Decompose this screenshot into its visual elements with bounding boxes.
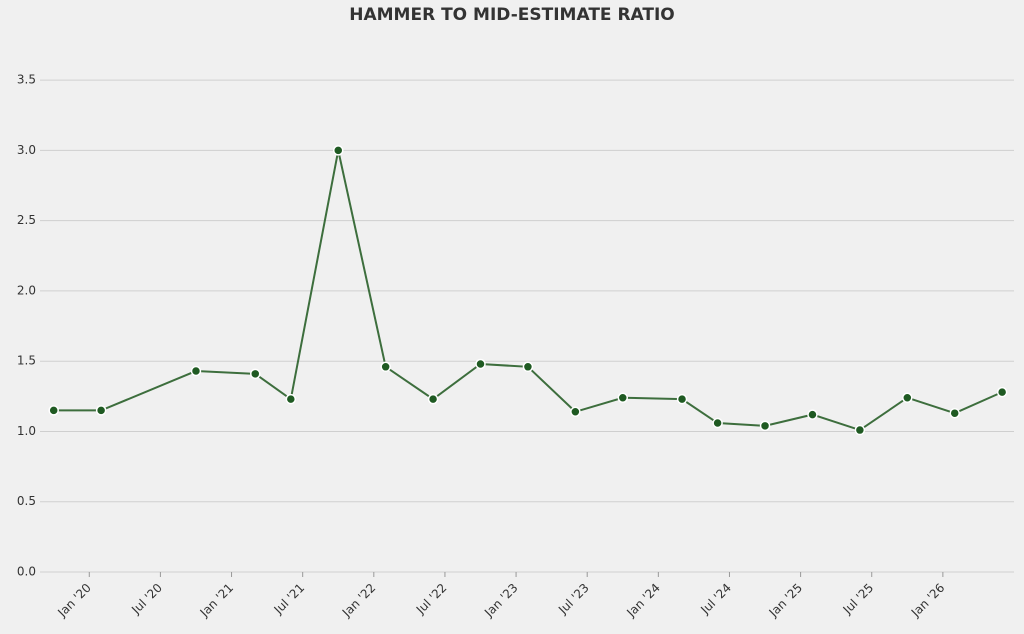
data-point: [427, 393, 439, 405]
chart-title: HAMMER TO MID-ESTIMATE RATIO: [349, 5, 675, 25]
data-point: [250, 368, 261, 380]
x-tick-label: Jan '21: [197, 581, 237, 621]
data-point: [759, 420, 771, 432]
data-point: [617, 392, 629, 403]
data-point: [570, 406, 581, 418]
y-tick-label: 2.0: [17, 283, 36, 297]
y-tick-label: 3.5: [17, 73, 36, 87]
x-tick-label: Jul '25: [840, 581, 877, 618]
data-point: [902, 392, 913, 403]
data-point: [522, 361, 534, 373]
data-point: [190, 365, 202, 377]
data-point: [807, 409, 818, 420]
x-tick-label: Jul '20: [128, 581, 165, 618]
x-tick-label: Jul '21: [271, 581, 308, 618]
data-point: [475, 358, 486, 370]
y-tick-label: 1.0: [17, 424, 36, 438]
data-point: [676, 393, 688, 405]
y-tick-label: 0.0: [17, 565, 36, 579]
data-point: [996, 386, 1008, 398]
data-point: [854, 424, 866, 436]
data-point: [285, 393, 297, 405]
x-tick-label: Jan '24: [623, 581, 663, 621]
x-tick-label: Jan '22: [339, 581, 379, 621]
x-tick-label: Jan '26: [908, 581, 948, 621]
data-point: [332, 145, 344, 156]
y-tick-label: 1.5: [17, 354, 36, 368]
x-tick-label: Jan '23: [481, 581, 521, 621]
x-tick-label: Jul '22: [413, 581, 450, 618]
x-tick-label: Jan '25: [766, 581, 806, 621]
x-tick-label: Jul '24: [697, 581, 734, 618]
series-line: [53, 150, 1003, 432]
data-point: [48, 405, 59, 416]
y-tick-label: 3.0: [17, 143, 36, 157]
data-point: [95, 405, 107, 416]
data-point: [949, 407, 960, 419]
data-point: [380, 361, 391, 373]
x-tick-label: Jul '23: [555, 581, 592, 618]
y-tick-label: 0.5: [17, 494, 36, 508]
y-tick-label: 2.5: [17, 213, 36, 227]
data-point: [712, 417, 723, 429]
x-tick-label: Jan '20: [54, 581, 94, 621]
